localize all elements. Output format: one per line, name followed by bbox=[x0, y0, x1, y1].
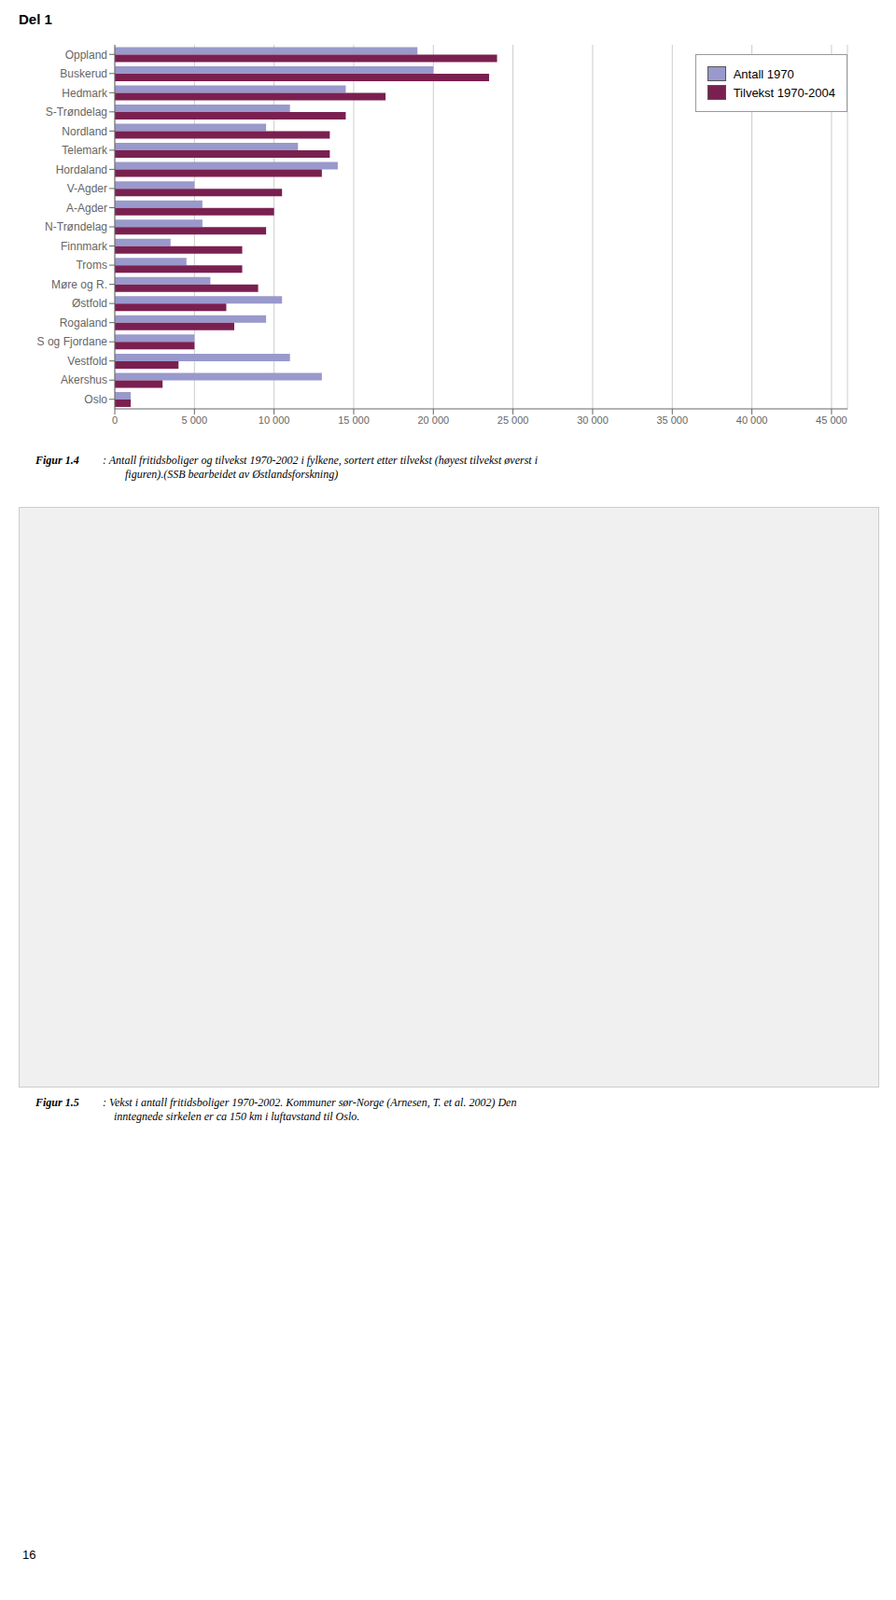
svg-text:Hordaland: Hordaland bbox=[56, 163, 108, 177]
svg-text:V-Agder: V-Agder bbox=[67, 182, 108, 196]
svg-text:Nordland: Nordland bbox=[61, 125, 108, 139]
html-text:Antall 1970: Antall 1970 bbox=[733, 66, 794, 81]
html-text:: Vekst i antall fritidsbolige: : Vekst i antall fritidsboliger 1970-200… bbox=[102, 1095, 517, 1123]
svg-text:45 000: 45 000 bbox=[815, 414, 848, 426]
svg-text:20 000: 20 000 bbox=[417, 414, 449, 426]
svg-text:Troms: Troms bbox=[75, 258, 108, 272]
svg-text:30 000: 30 000 bbox=[576, 414, 609, 426]
svg-text:Møre og R.: Møre og R. bbox=[51, 278, 108, 292]
svg-text:S-Trøndelag: S-Trøndelag bbox=[45, 105, 108, 119]
html-text:16: 16 bbox=[22, 1547, 36, 1562]
svg-text:Oppland: Oppland bbox=[65, 48, 108, 62]
svg-text:5 000: 5 000 bbox=[182, 414, 209, 426]
svg-text:Buskerud: Buskerud bbox=[59, 67, 108, 81]
svg-text:Akershus: Akershus bbox=[60, 373, 108, 387]
svg-text:Telemark: Telemark bbox=[61, 143, 109, 157]
svg-text:40 000: 40 000 bbox=[736, 414, 769, 426]
svg-text:A-Agder: A-Agder bbox=[66, 201, 108, 215]
html-text:Tilvekst 1970-2004: Tilvekst 1970-2004 bbox=[733, 85, 836, 100]
html-text:Figur 1.4: Figur 1.4 bbox=[35, 453, 80, 467]
svg-text:15 000: 15 000 bbox=[337, 414, 370, 426]
svg-text:Hedmark: Hedmark bbox=[61, 86, 109, 100]
svg-text:Finnmark: Finnmark bbox=[60, 239, 109, 253]
svg-text:Rogaland: Rogaland bbox=[59, 316, 108, 330]
svg-text:Oslo: Oslo bbox=[84, 392, 108, 406]
svg-text:S og Fjordane: S og Fjordane bbox=[37, 335, 109, 349]
svg-text:10 000: 10 000 bbox=[258, 414, 291, 426]
html-text:Del 1: Del 1 bbox=[18, 11, 53, 28]
svg-text:Vestfold: Vestfold bbox=[67, 354, 108, 368]
svg-text:0: 0 bbox=[112, 414, 118, 426]
html-text:: Antall fritidsboliger og til: : Antall fritidsboliger og tilvekst 1970… bbox=[102, 453, 538, 481]
svg-text:35 000: 35 000 bbox=[656, 414, 688, 426]
svg-text:25 000: 25 000 bbox=[497, 414, 530, 426]
svg-text:N-Trøndelag: N-Trøndelag bbox=[44, 220, 108, 234]
svg-text:Østfold: Østfold bbox=[71, 296, 108, 310]
html-text:Figur 1.5: Figur 1.5 bbox=[35, 1095, 80, 1109]
